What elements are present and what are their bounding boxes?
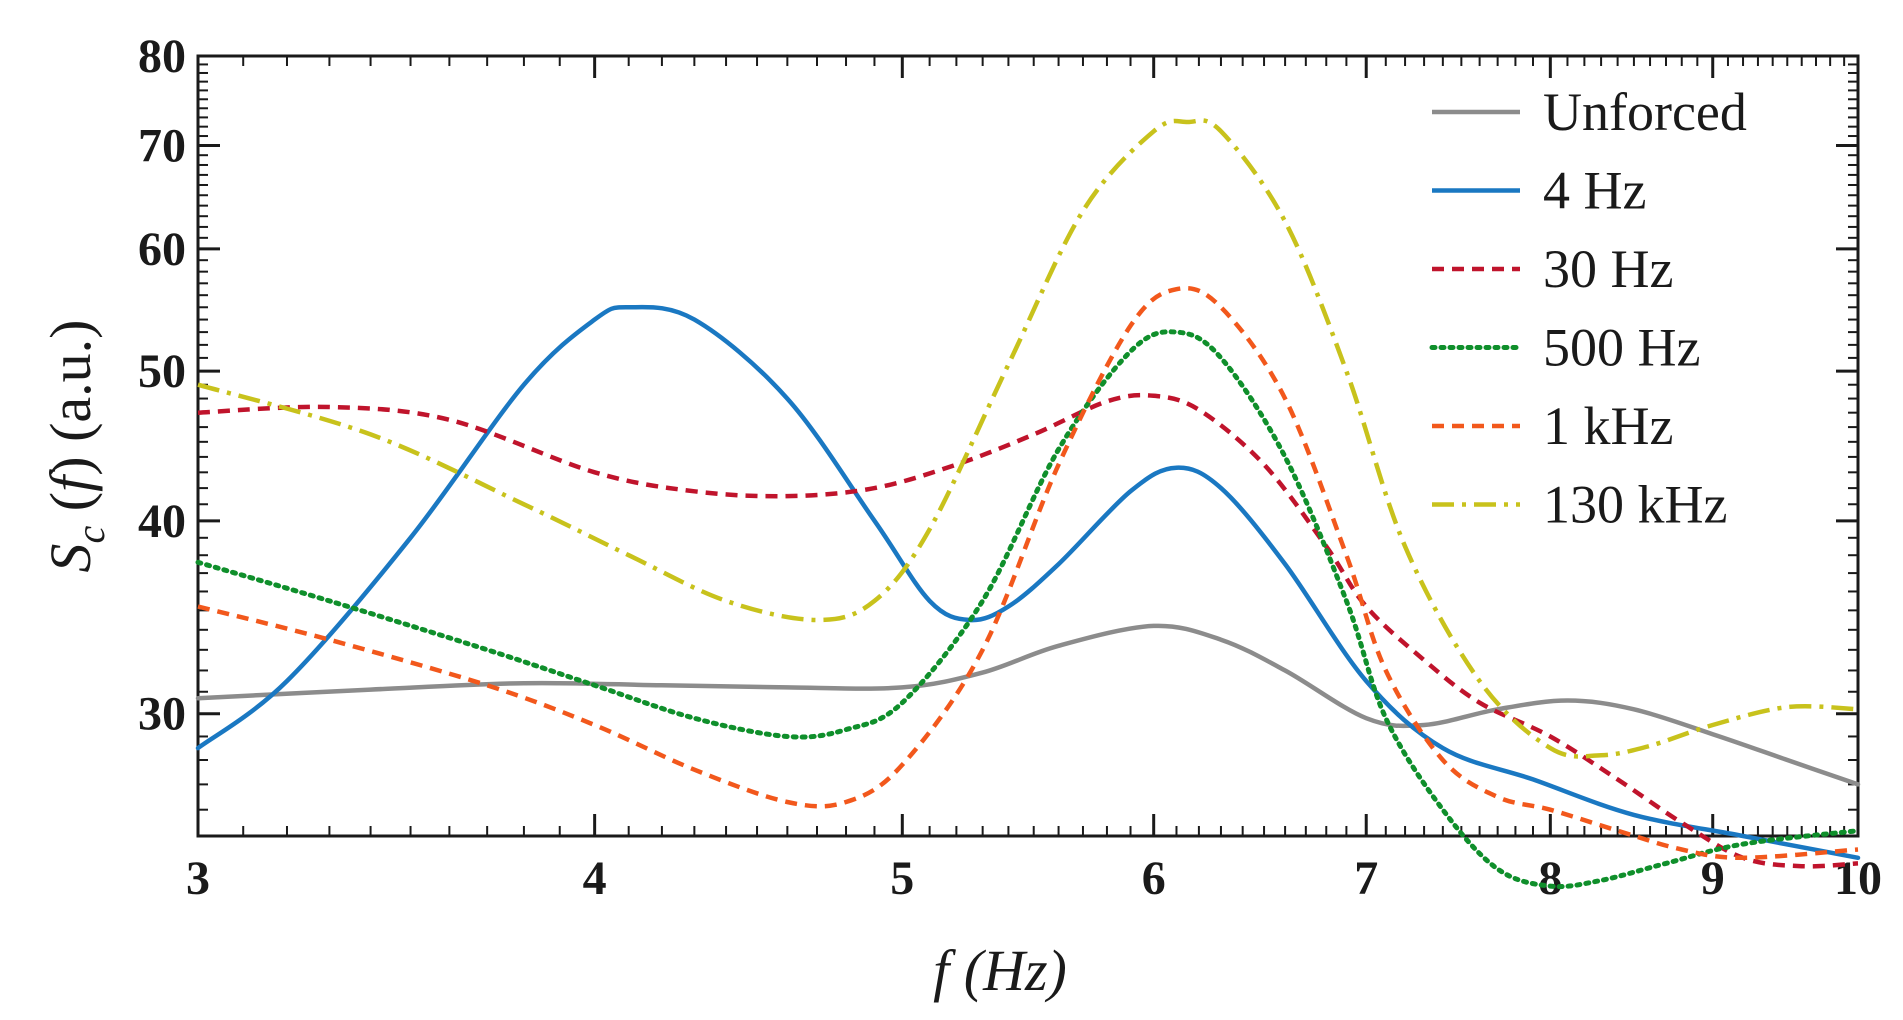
y-axis-title-symbol: S (38, 543, 103, 572)
x-tick-label: 7 (1354, 852, 1378, 905)
x-tick-label: 5 (890, 852, 914, 905)
x-tick-label: 10 (1834, 852, 1882, 905)
y-axis-title-unit: ) (a.u.) (38, 320, 103, 476)
x-tick-label: 3 (186, 852, 210, 905)
y-tick-label: 70 (138, 120, 186, 173)
series-lines (195, 118, 1861, 890)
series-line-4-hz (195, 304, 1861, 861)
series-line-unforced (195, 623, 1861, 787)
major-ticks (196, 54, 1860, 836)
x-tick-label: 8 (1538, 852, 1562, 905)
x-tick-label: 6 (1142, 852, 1166, 905)
series-line-130-khz (197, 118, 1859, 759)
y-axis-title-arg: ( (38, 492, 103, 526)
legend-label: 30 Hz (1543, 239, 1673, 299)
x-tick-label: 9 (1701, 852, 1725, 905)
y-tick-label: 30 (138, 688, 186, 741)
legend-label: 500 Hz (1543, 318, 1700, 378)
legend-label: 130 kHz (1543, 475, 1727, 535)
svg-text:Sc (f) (a.u.): Sc (f) (a.u.) (38, 320, 113, 573)
y-axis-title: Sc (f) (a.u.) (38, 320, 113, 573)
legend-label: 1 kHz (1543, 396, 1673, 456)
legend-entry-30-hz: 30 Hz (1432, 239, 1673, 299)
legend-entry-1-khz: 1 kHz (1432, 396, 1673, 456)
legend-label: 4 Hz (1543, 161, 1646, 221)
x-tick-label: 4 (583, 852, 607, 905)
y-axis-title-subscript: c (68, 525, 113, 543)
plot-frame (196, 54, 1860, 838)
y-tick-label: 50 (138, 345, 186, 398)
y-tick-label: 40 (138, 495, 186, 548)
legend-entry-130-khz: 130 kHz (1432, 475, 1727, 535)
legend-entry-4-hz: 4 Hz (1432, 161, 1646, 221)
x-axis-title: f (Hz) (933, 938, 1067, 1003)
legend-entry-unforced: Unforced (1432, 82, 1747, 142)
y-tick-label: 60 (138, 223, 186, 276)
minor-ticks (198, 56, 1858, 836)
legend-label: Unforced (1543, 82, 1747, 142)
legend-entry-500-hz: 500 Hz (1429, 318, 1700, 378)
legend: Unforced 4 Hz 30 Hz 500 Hz 1 kHz 130 kHz (1429, 82, 1747, 535)
series-line-500-hz (195, 329, 1861, 890)
series-line-30-hz (197, 392, 1859, 869)
y-tick-label: 80 (138, 30, 186, 83)
series-line-1-khz (197, 285, 1859, 861)
x-tick-labels: 3 4 5 6 7 8 9 10 (186, 852, 1882, 905)
y-tick-labels: 30 40 50 60 70 80 (138, 30, 186, 741)
